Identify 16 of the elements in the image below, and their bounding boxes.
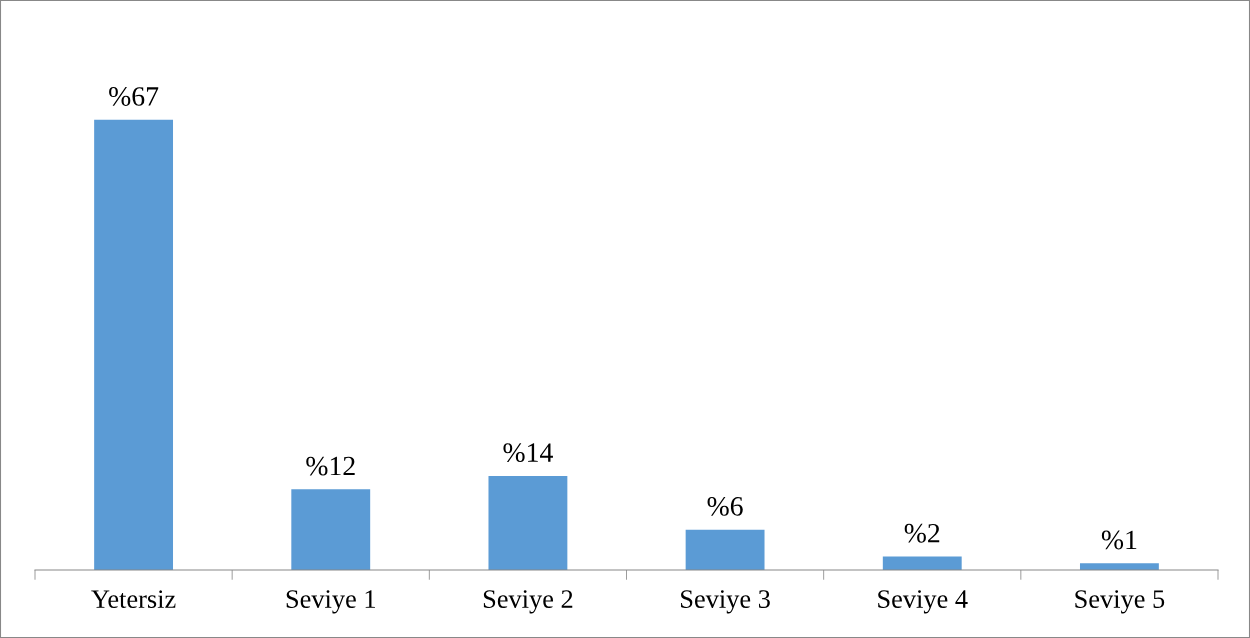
x-tick-label: Seviye 1: [286, 590, 375, 614]
x-tick-label: Seviye 3: [681, 590, 770, 614]
data-label: %67: [109, 87, 159, 106]
data-label: %14: [503, 443, 553, 463]
bar: [488, 475, 568, 570]
x-tick-label: Yetersiz: [91, 590, 176, 609]
x-tick-label: Seviye 5: [1075, 590, 1165, 614]
x-tick-label: Seviye 2: [483, 590, 573, 614]
bar: [291, 489, 371, 570]
data-label: %1: [1101, 530, 1137, 550]
x-tick-label: Seviye 4: [878, 590, 968, 614]
bar: [94, 119, 174, 570]
bar: [685, 529, 765, 570]
data-label: %12: [306, 456, 355, 476]
data-label: %2: [904, 523, 940, 543]
data-label: %6: [707, 496, 743, 516]
